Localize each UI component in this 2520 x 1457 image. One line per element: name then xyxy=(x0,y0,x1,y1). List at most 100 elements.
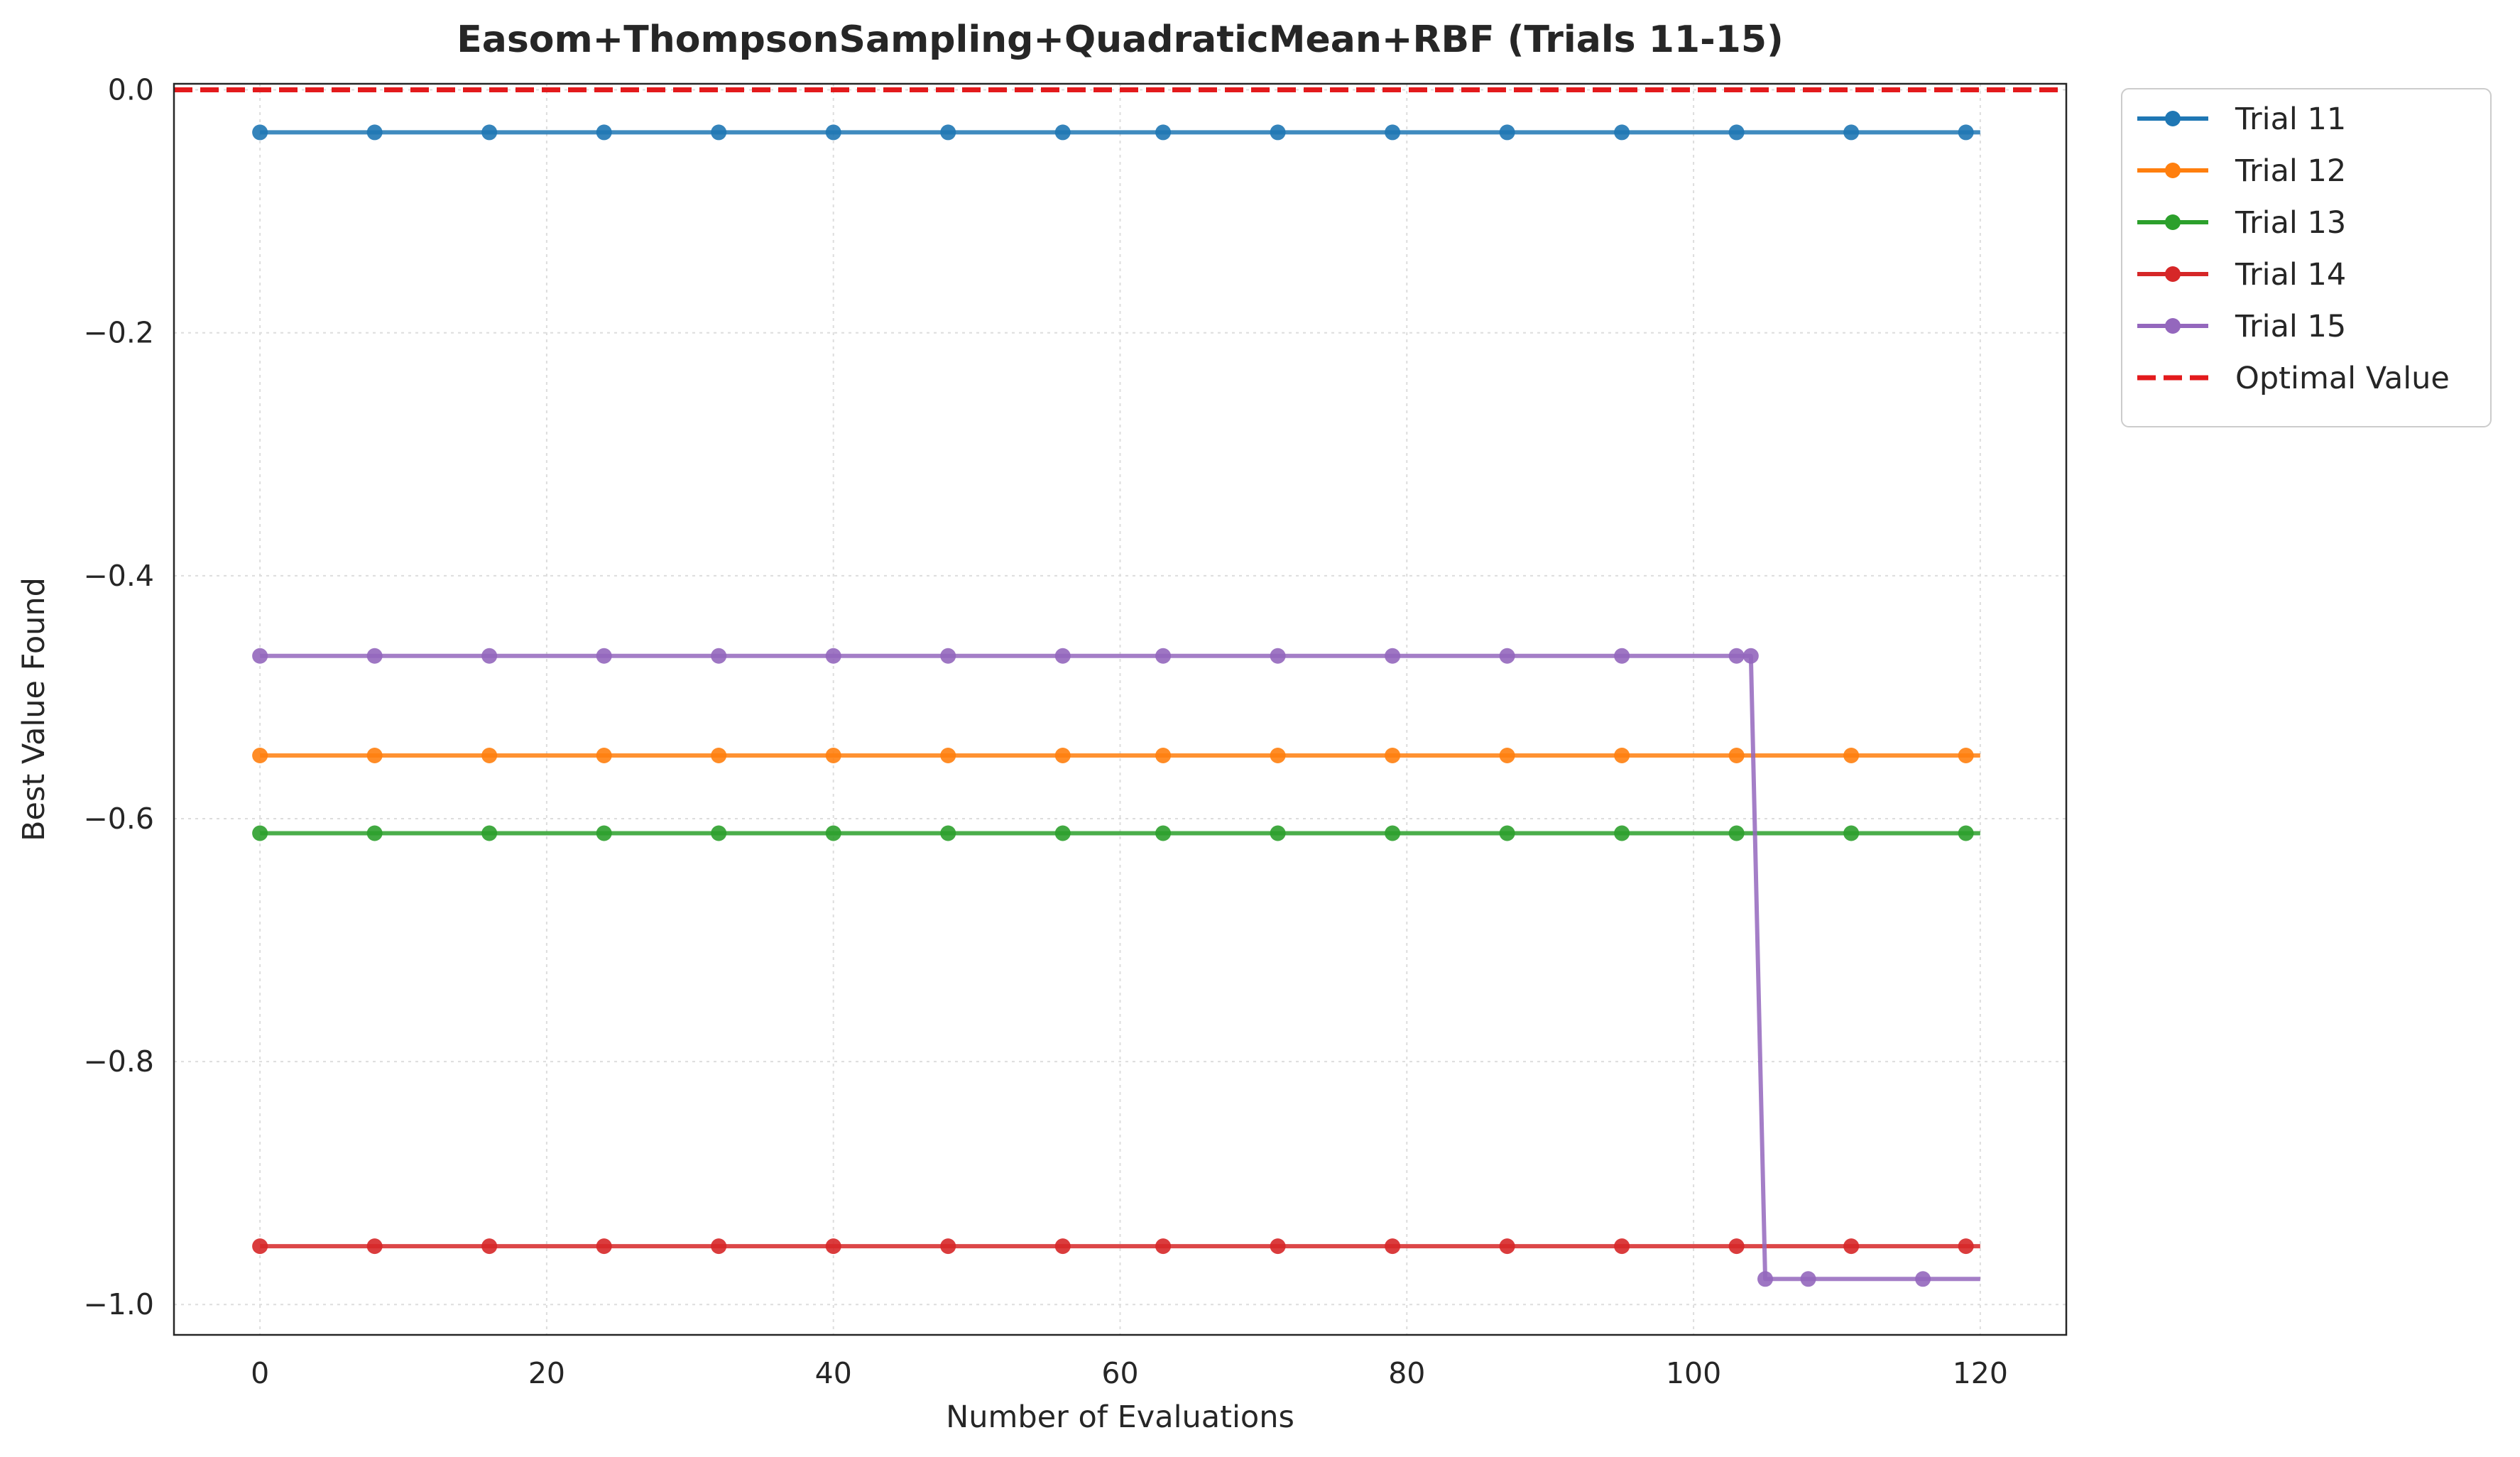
data-point xyxy=(481,825,498,841)
data-point xyxy=(1499,825,1515,841)
plot-area xyxy=(174,87,2066,1287)
data-point xyxy=(596,825,612,841)
data-point xyxy=(1385,1238,1401,1255)
data-point xyxy=(711,1238,727,1255)
series-trial-11 xyxy=(252,124,1980,141)
legend: Trial 11 Trial 12 Trial 13 Trial 14 Trial 15… xyxy=(2121,88,2492,427)
x-axis-label: Number of Evaluations xyxy=(946,1399,1294,1435)
data-point xyxy=(825,825,841,841)
plot-frame xyxy=(173,82,2068,1336)
legend-item: Trial 14 xyxy=(2137,257,2346,293)
data-point xyxy=(596,648,612,664)
x-tick-label: 120 xyxy=(1953,1356,2008,1390)
data-point xyxy=(825,1238,841,1255)
data-point xyxy=(1054,825,1071,841)
data-point xyxy=(481,124,498,141)
data-point xyxy=(1958,1238,1974,1255)
data-point xyxy=(1843,124,1860,141)
legend-label: Trial 12 xyxy=(2235,153,2346,189)
axes-ticks: 0 20 40 60 80 100 120 0.0 −0.2 −0.4 −0.6 −0.8 −1.0 xyxy=(83,73,2008,1390)
data-point xyxy=(596,748,612,764)
legend-label: Trial 11 xyxy=(2235,102,2346,137)
chart-title: Easom+ThompsonSampling+QuadraticMean+RBF… xyxy=(457,18,1784,61)
legend-swatch-marker xyxy=(2165,318,2181,334)
data-point xyxy=(1843,1238,1860,1255)
data-point xyxy=(1757,1271,1774,1287)
data-point xyxy=(481,748,498,764)
y-axis-label: Best Value Found xyxy=(16,577,52,841)
data-point xyxy=(1614,825,1630,841)
data-point xyxy=(1915,1271,1931,1287)
data-point xyxy=(1270,825,1286,841)
data-point xyxy=(252,748,268,764)
data-point xyxy=(1155,748,1172,764)
data-point xyxy=(940,748,956,764)
data-point xyxy=(1385,825,1401,841)
data-point xyxy=(1614,1238,1630,1255)
data-point xyxy=(825,748,841,764)
legend-item: Trial 11 xyxy=(2137,102,2346,137)
legend-item: Trial 12 xyxy=(2137,153,2346,189)
data-point xyxy=(1385,648,1401,664)
legend-label: Trial 14 xyxy=(2235,257,2346,293)
y-tick-label: −0.4 xyxy=(83,559,154,593)
data-point xyxy=(1843,825,1860,841)
data-point xyxy=(1155,1238,1172,1255)
data-point xyxy=(825,648,841,664)
data-point xyxy=(711,748,727,764)
data-point xyxy=(1155,124,1172,141)
data-point xyxy=(1054,124,1071,141)
data-point xyxy=(366,124,383,141)
data-point xyxy=(1958,748,1974,764)
data-point xyxy=(940,648,956,664)
data-point xyxy=(366,825,383,841)
legend-item: Optimal Value xyxy=(2137,361,2450,396)
legend-label: Optimal Value xyxy=(2235,361,2450,396)
grid xyxy=(174,84,2066,1335)
y-tick-label: −0.8 xyxy=(83,1044,154,1079)
series-trial-14 xyxy=(252,1238,1980,1255)
data-point xyxy=(1270,1238,1286,1255)
data-point xyxy=(1054,648,1071,664)
data-point xyxy=(711,825,727,841)
data-point xyxy=(1270,748,1286,764)
data-point xyxy=(1728,825,1745,841)
data-point xyxy=(1499,1238,1515,1255)
data-point xyxy=(1499,648,1515,664)
data-point xyxy=(1499,748,1515,764)
data-point xyxy=(1155,825,1172,841)
y-tick-label: 0.0 xyxy=(108,73,154,107)
data-point xyxy=(366,1238,383,1255)
data-point xyxy=(1385,748,1401,764)
series-line xyxy=(260,653,1980,1282)
legend-swatch-marker xyxy=(2165,214,2181,230)
data-point xyxy=(1614,648,1630,664)
series-trial-15 xyxy=(252,648,1980,1287)
data-point xyxy=(1614,124,1630,141)
data-point xyxy=(940,825,956,841)
data-point xyxy=(1958,124,1974,141)
data-point xyxy=(1958,825,1974,841)
data-point xyxy=(252,124,268,141)
data-point xyxy=(711,124,727,141)
data-point xyxy=(1800,1271,1816,1287)
legend-label: Trial 15 xyxy=(2235,309,2346,344)
data-point xyxy=(366,648,383,664)
y-tick-label: −0.6 xyxy=(83,802,154,836)
series-trial-12 xyxy=(252,748,1980,764)
y-tick-label: −1.0 xyxy=(83,1287,154,1321)
x-tick-label: 0 xyxy=(251,1356,269,1390)
series-trial-13 xyxy=(252,825,1980,841)
x-tick-label: 100 xyxy=(1666,1356,1721,1390)
data-point xyxy=(1728,748,1745,764)
data-point xyxy=(940,1238,956,1255)
data-point xyxy=(1054,1238,1071,1255)
data-point xyxy=(1843,748,1860,764)
data-point xyxy=(1742,648,1759,664)
data-point xyxy=(252,825,268,841)
data-point xyxy=(1499,124,1515,141)
legend-label: Trial 13 xyxy=(2235,205,2346,241)
x-tick-label: 80 xyxy=(1388,1356,1425,1390)
